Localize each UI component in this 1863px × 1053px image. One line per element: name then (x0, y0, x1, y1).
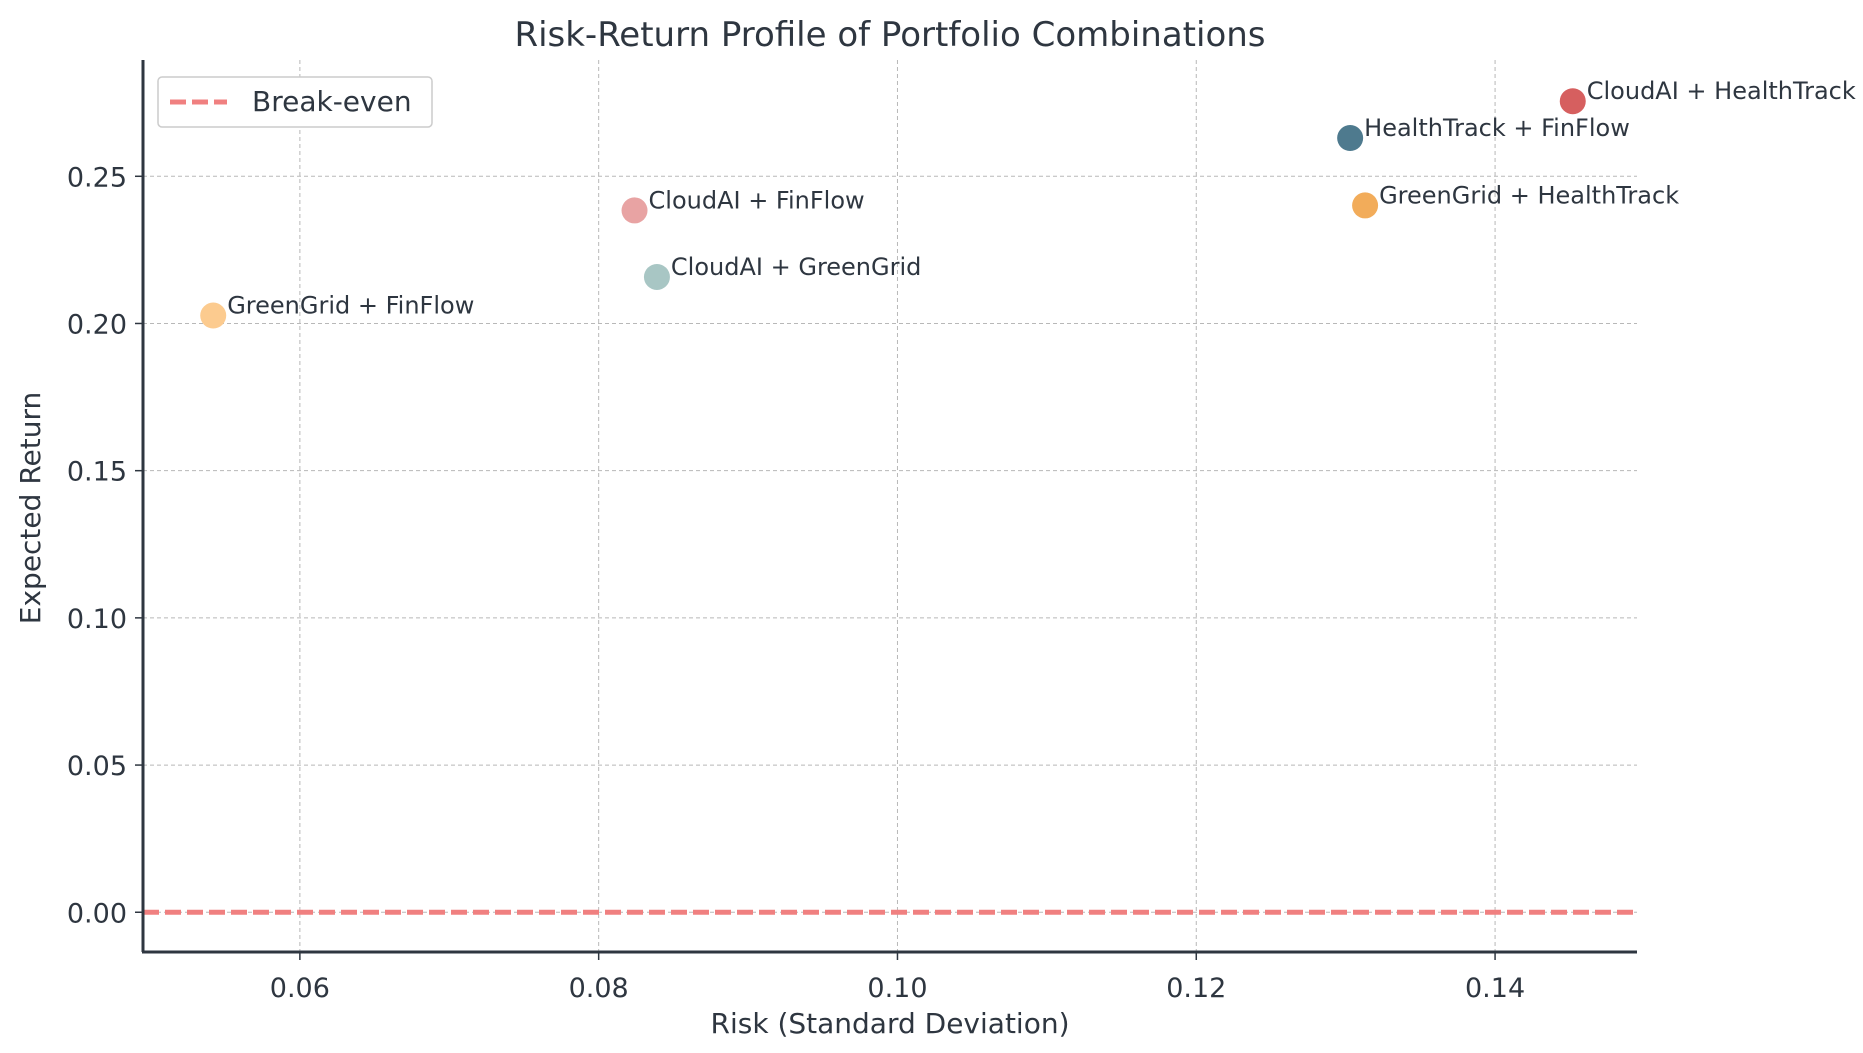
chart-title: Risk-Return Profile of Portfolio Combina… (514, 15, 1265, 55)
scatter-point (643, 263, 670, 290)
scatter-point (1559, 88, 1586, 115)
y-tick-label: 0.05 (67, 751, 127, 782)
scatter-point (1337, 125, 1364, 152)
scatter-point (200, 302, 227, 329)
y-tick-label: 0.20 (67, 309, 127, 340)
point-label: HealthTrack + FinFlow (1364, 114, 1630, 142)
y-tick-label: 0.10 (67, 604, 127, 635)
x-axis-label: Risk (Standard Deviation) (711, 1007, 1070, 1040)
legend-label-break-even: Break-even (252, 85, 412, 118)
y-ticks: 0.00 0.05 0.10 0.15 0.20 0.25 (67, 162, 143, 929)
x-tick-label: 0.12 (1166, 973, 1226, 1004)
point-label: GreenGrid + FinFlow (227, 292, 474, 320)
y-tick-label: 0.00 (67, 898, 127, 929)
point-label: CloudAI + HealthTrack (1587, 77, 1856, 105)
point-label: CloudAI + GreenGrid (671, 253, 921, 281)
y-tick-label: 0.25 (67, 162, 127, 193)
scatter-point (1352, 192, 1379, 219)
x-tick-label: 0.14 (1465, 973, 1525, 1004)
x-tick-label: 0.10 (867, 973, 927, 1004)
points-layer (200, 88, 1586, 329)
y-axis-label: Expected Return (14, 392, 47, 624)
x-tick-label: 0.06 (270, 973, 330, 1004)
y-tick-label: 0.15 (67, 457, 127, 488)
legend: Break-even (157, 76, 433, 128)
point-labels-layer: CloudAI + HealthTrack HealthTrack + FinFl… (227, 77, 1856, 319)
scatter-point (621, 197, 648, 224)
point-label: GreenGrid + HealthTrack (1379, 181, 1679, 209)
legend-box (157, 76, 433, 128)
x-tick-label: 0.08 (569, 973, 629, 1004)
axes-layer (141, 60, 1637, 954)
x-ticks: 0.06 0.08 0.10 0.12 0.14 (270, 952, 1525, 1004)
point-label: CloudAI + FinFlow (649, 186, 865, 214)
